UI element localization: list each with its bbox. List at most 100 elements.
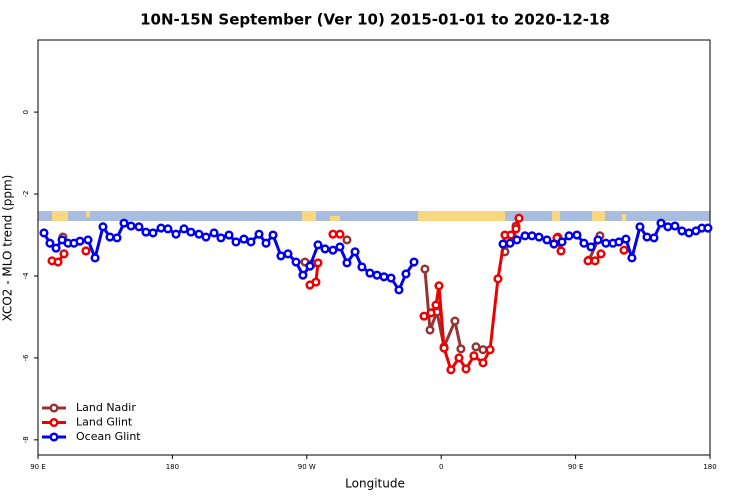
chart-title: 10N-15N September (Ver 10) 2015-01-01 to… (140, 11, 610, 29)
data-point (450, 316, 460, 326)
data-point (201, 232, 211, 242)
data-point (156, 223, 166, 233)
y-tick-label: -2 (22, 191, 30, 198)
x-tick-label: 0 (439, 463, 443, 471)
data-point (298, 270, 308, 280)
data-point (621, 234, 631, 244)
legend-marker (49, 403, 59, 413)
data-point (670, 221, 680, 231)
data-point (246, 237, 256, 247)
data-point (209, 228, 219, 238)
data-point (527, 231, 537, 241)
data-point (439, 343, 449, 353)
data-point (512, 235, 522, 245)
data-point (194, 229, 204, 239)
data-point (471, 342, 481, 352)
plot-frame (37, 39, 711, 456)
data-point (434, 281, 444, 291)
data-point (425, 325, 435, 335)
data-point (469, 351, 479, 361)
data-point (53, 257, 63, 267)
x-tick-label: 90 E (568, 463, 584, 471)
legend-marker (49, 432, 59, 442)
data-point (239, 234, 249, 244)
data-point (254, 229, 264, 239)
data-point (342, 235, 352, 245)
x-axis-label: Longitude (345, 477, 405, 491)
data-point (684, 228, 694, 238)
data-point (313, 240, 323, 250)
data-point (112, 233, 122, 243)
data-point (409, 257, 419, 267)
data-point (485, 345, 495, 355)
data-point (493, 274, 503, 284)
data-point (601, 238, 611, 248)
data-point (514, 213, 524, 223)
data-point (663, 222, 673, 232)
data-point (506, 230, 516, 240)
data-point (342, 258, 352, 268)
data-point (216, 233, 226, 243)
data-point (283, 249, 293, 259)
data-point (446, 365, 456, 375)
data-point (614, 237, 624, 247)
data-point (311, 277, 321, 287)
data-point (291, 257, 301, 267)
data-point (105, 232, 115, 242)
data-point (328, 229, 338, 239)
y-axis-label: XCO2 - MLO trend (ppm) (1, 175, 15, 322)
data-point (564, 231, 574, 241)
data-point (386, 273, 396, 283)
data-point (635, 222, 645, 232)
data-point (596, 249, 606, 259)
data-point (478, 358, 488, 368)
data-point (45, 238, 55, 248)
data-point (505, 238, 515, 248)
data-point (328, 245, 338, 255)
data-point (456, 344, 466, 354)
data-point (520, 231, 530, 241)
data-point (677, 226, 687, 236)
data-point (656, 218, 666, 228)
data-point (90, 253, 100, 263)
data-point (627, 253, 637, 263)
data-point (649, 233, 659, 243)
data-point (379, 272, 389, 282)
data-point (171, 229, 181, 239)
y-tick-label: -4 (22, 272, 30, 280)
legend-label: Land Nadir (76, 401, 136, 414)
data-point (305, 261, 315, 271)
data-point (478, 345, 488, 355)
data-point (401, 269, 411, 279)
data-point (163, 224, 173, 234)
data-point (498, 239, 508, 249)
data-point (420, 264, 430, 274)
data-point (590, 256, 600, 266)
data-point (426, 308, 436, 318)
data-point (372, 270, 382, 280)
data-point (186, 227, 196, 237)
data-point (75, 236, 85, 246)
data-point (83, 235, 93, 245)
data-point (119, 218, 129, 228)
data-point (583, 256, 593, 266)
y-tick-label: -8 (22, 436, 30, 443)
y-tick-label: -6 (22, 354, 30, 362)
data-point (703, 223, 713, 233)
data-point (593, 235, 603, 245)
data-point (141, 227, 151, 237)
data-point (59, 249, 69, 259)
data-point (419, 311, 429, 321)
data-point (511, 224, 521, 234)
data-point (261, 238, 271, 248)
data-point (556, 246, 566, 256)
legend-marker (49, 417, 59, 428)
data-point (586, 242, 596, 252)
legend-label: Land Glint (76, 416, 133, 429)
data-point (313, 258, 323, 268)
data-point (454, 353, 464, 363)
data-point (572, 230, 582, 240)
x-tick-label: 90 E (30, 463, 46, 471)
data-point (549, 239, 559, 249)
data-point (51, 243, 61, 253)
